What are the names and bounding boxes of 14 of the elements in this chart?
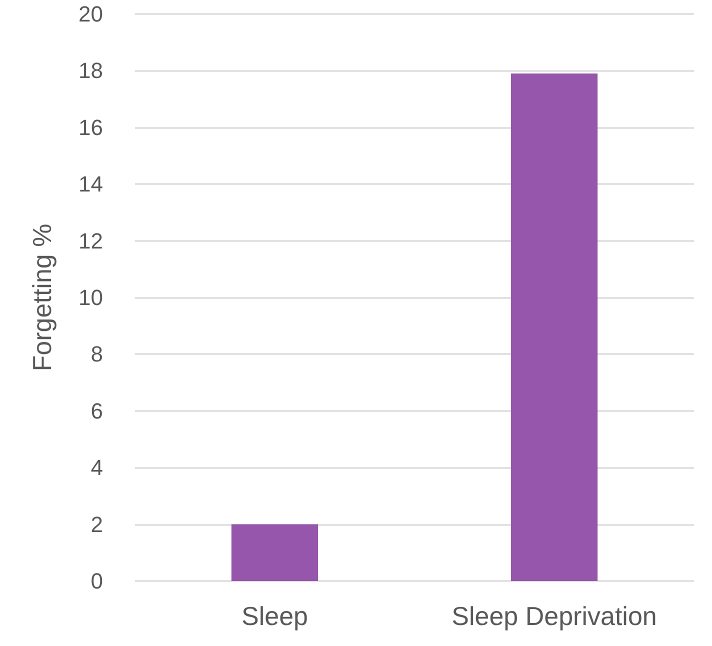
y-axis-title: Forgetting % [27, 224, 57, 372]
y-tick-label: 14 [78, 172, 103, 197]
y-tick-label: 2 [90, 512, 103, 537]
x-tick-label: Sleep Deprivation [452, 601, 657, 631]
x-tick-label: Sleep [242, 601, 308, 631]
y-tick-label: 20 [78, 2, 103, 26]
y-tick-label: 18 [78, 58, 103, 84]
y-tick-label: 6 [90, 398, 103, 424]
y-tick-label: 4 [90, 455, 103, 480]
y-tick-label: 0 [90, 568, 103, 594]
y-tick-label: 16 [78, 114, 103, 140]
y-tick-label: 8 [90, 342, 103, 367]
y-tick-label: 12 [78, 228, 103, 254]
y-tick-label: 10 [78, 285, 103, 310]
